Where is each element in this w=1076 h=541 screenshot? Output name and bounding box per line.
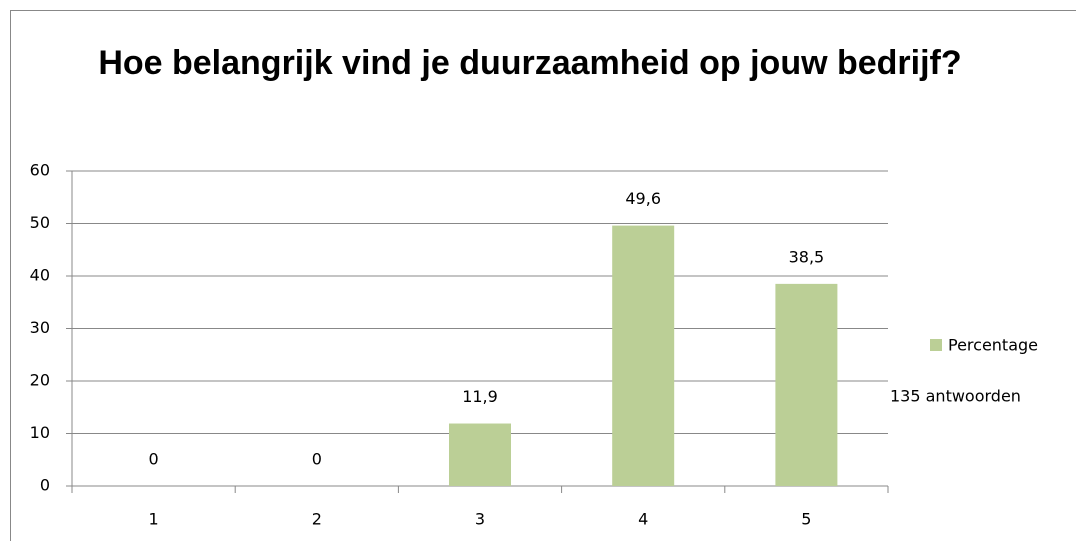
x-tick-label: 3 <box>475 510 485 529</box>
x-tick-label: 4 <box>638 510 648 529</box>
data-label: 11,9 <box>462 387 498 406</box>
y-tick-label: 40 <box>30 266 50 285</box>
y-tick-label: 20 <box>30 371 50 390</box>
y-tick-label: 30 <box>30 318 50 337</box>
chart-border <box>10 10 1076 541</box>
data-label: 0 <box>312 450 322 469</box>
x-tick-label: 5 <box>801 510 811 529</box>
bar <box>612 225 675 486</box>
data-label: 49,6 <box>625 189 661 208</box>
data-label: 38,5 <box>789 247 825 266</box>
bar <box>775 283 838 486</box>
y-tick-label: 50 <box>30 213 50 232</box>
x-tick-label: 2 <box>312 510 322 529</box>
bar <box>449 423 511 486</box>
data-label: 0 <box>149 450 159 469</box>
y-tick-label: 0 <box>40 476 50 495</box>
y-tick-label: 60 <box>30 161 50 180</box>
x-tick-label: 1 <box>149 510 159 529</box>
chart-title: Hoe belangrijk vind je duurzaamheid op j… <box>98 44 962 82</box>
legend-label: Percentage <box>948 336 1038 355</box>
y-tick-label: 10 <box>30 423 50 442</box>
legend-swatch <box>930 339 942 351</box>
annotation: 135 antwoorden <box>890 387 1021 406</box>
